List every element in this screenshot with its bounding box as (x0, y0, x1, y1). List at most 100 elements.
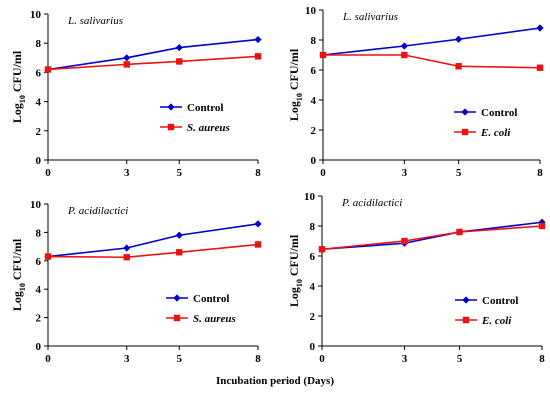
panel-title: L. salivarius (342, 11, 398, 23)
data-point (318, 246, 326, 253)
x-tick-label: 3 (124, 167, 130, 179)
x-tick-label: 0 (320, 167, 326, 179)
series-line-control (322, 27, 541, 56)
y-tick-label: 10 (30, 199, 42, 211)
series-line-s-aureus (47, 55, 259, 71)
data-point (455, 63, 462, 70)
legend-marker (167, 103, 175, 111)
legend-label: Control (482, 295, 518, 307)
y-tick-label: 10 (305, 5, 317, 17)
data-point (536, 64, 544, 71)
data-point (176, 58, 183, 65)
data-point (401, 237, 408, 245)
y-tick-label: 6 (36, 67, 42, 79)
y-axis-label: Log10 CFU/ml (10, 50, 27, 123)
legend-label: E. coli (480, 127, 511, 139)
series-line-s-aureus (47, 243, 259, 259)
y-axis-label-subscript: 10 (18, 283, 27, 291)
data-point (400, 42, 408, 50)
series-line-control (321, 221, 543, 251)
x-tick-label: 3 (402, 167, 408, 179)
x-tick-label: 8 (539, 353, 545, 365)
y-axis-label: Log10 CFU/ml (287, 234, 304, 307)
y-tick-label: 4 (311, 95, 317, 107)
y-tick-label: 2 (311, 125, 317, 137)
y-tick-label: 4 (36, 97, 42, 109)
y-axis-label-subscript: 10 (295, 93, 304, 101)
data-point (455, 35, 463, 43)
legend-label: S. aureus (187, 122, 230, 134)
legend-marker (462, 296, 470, 304)
panel-title: P. acidilactici (67, 205, 128, 217)
y-tick-label: 6 (310, 251, 316, 263)
legend-label: E. coli (481, 315, 512, 327)
y-axis-label-main: Log (10, 103, 24, 123)
y-axis-label-main: Log (10, 291, 24, 311)
data-point (176, 249, 183, 256)
data-point (123, 54, 131, 62)
x-tick-label: 5 (177, 167, 183, 179)
legend-marker (461, 108, 469, 116)
data-point (254, 220, 262, 228)
y-axis-label: Log10 CFU/ml (287, 48, 304, 121)
x-tick-label: 5 (456, 167, 462, 179)
y-tick-label: 0 (311, 155, 317, 167)
y-tick-label: 8 (310, 221, 316, 233)
legend-label: S. aureus (193, 313, 236, 325)
y-axis-label-subscript: 10 (295, 279, 304, 287)
series-line-e-coli (321, 225, 543, 251)
shared-x-axis-label: Incubation period (Days) (216, 375, 334, 387)
chart-panel-2: 0 2 4 6 8 10 0 3 5 8 L. salivarius Log10 CFU/ml Cont… (287, 5, 544, 179)
y-axis-label-unit: CFU/ml (10, 50, 24, 95)
y-tick-label: 8 (36, 227, 42, 239)
legend-label: Control (481, 107, 517, 119)
series-line-control (47, 223, 259, 258)
panel-title: P. acidilactici (341, 197, 402, 209)
y-tick-label: 8 (36, 38, 42, 50)
y-axis-label: Log10 CFU/ml (10, 238, 27, 311)
series-line-e-coli (323, 54, 541, 69)
data-point (456, 228, 463, 236)
x-tick-label: 8 (255, 167, 261, 179)
data-point (44, 66, 52, 73)
data-point (175, 43, 183, 52)
y-axis-label-subscript: 10 (18, 95, 27, 103)
panel-title: L. salivarius (67, 15, 123, 27)
x-tick-label: 0 (45, 353, 51, 365)
y-tick-label: 0 (310, 341, 316, 353)
x-tick-label: 0 (45, 167, 51, 179)
x-tick-label: 0 (319, 353, 325, 365)
y-tick-label: 4 (310, 281, 316, 293)
legend-marker (173, 294, 181, 302)
series-line-control (47, 38, 259, 71)
x-tick-label: 5 (457, 353, 463, 365)
y-tick-label: 2 (36, 126, 42, 138)
legend-marker (167, 123, 175, 131)
y-tick-label: 2 (310, 311, 316, 323)
y-axis-label-unit: CFU/ml (10, 238, 24, 283)
data-point (123, 244, 131, 252)
y-axis-label-main: Log (287, 101, 301, 121)
x-tick-label: 3 (402, 353, 408, 365)
data-point (254, 53, 262, 60)
data-point (254, 35, 262, 44)
y-axis-label-unit: CFU/ml (287, 234, 301, 279)
data-point (123, 61, 130, 68)
x-tick-label: 8 (537, 167, 543, 179)
legend-marker (173, 314, 181, 322)
x-tick-label: 5 (177, 353, 183, 365)
y-tick-label: 10 (30, 9, 42, 21)
y-tick-label: 10 (304, 191, 316, 203)
data-point (254, 241, 262, 248)
y-tick-label: 0 (36, 155, 42, 167)
legend-label: Control (187, 102, 223, 114)
data-point (401, 51, 408, 59)
y-tick-label: 4 (36, 284, 42, 296)
data-point (538, 222, 546, 230)
y-tick-label: 8 (311, 35, 317, 47)
data-point (44, 253, 52, 260)
y-tick-label: 6 (311, 65, 317, 77)
